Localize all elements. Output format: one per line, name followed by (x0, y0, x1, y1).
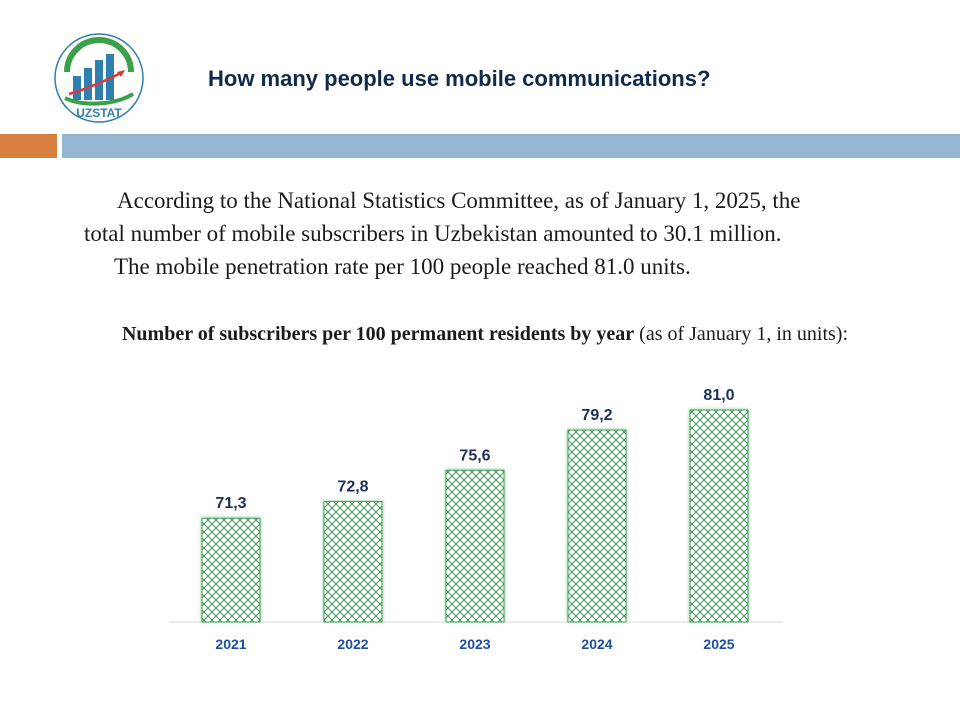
bar-group-2024: 79,2 2024 (567, 407, 627, 652)
bar-group-2021: 71,3 2021 (201, 495, 261, 652)
value-label-2021: 71,3 (215, 495, 246, 512)
chart-title-bold: Number of subscribers per 100 permanent … (121, 323, 635, 345)
uzstat-logo: UZSTAT (54, 33, 144, 123)
bar-2024 (567, 429, 627, 623)
logo-text: UZSTAT (76, 106, 122, 120)
page-title: How many people use mobile communication… (208, 66, 711, 91)
bar-group-2022: 72,8 2022 (323, 478, 383, 652)
intro-line-1: According to the National Statistics Com… (117, 188, 801, 213)
value-label-2024: 79,2 (581, 407, 612, 424)
bar-2022 (323, 501, 383, 623)
bar-group-2023: 75,6 2023 (445, 447, 505, 652)
bar-group-2025: 81,0 2025 (689, 387, 749, 652)
accent-bar (0, 134, 57, 158)
bar-2025 (689, 409, 749, 623)
value-label-2023: 75,6 (459, 447, 490, 464)
intro-text: According to the National Statistics Com… (84, 184, 934, 283)
intro-line-2: total number of mobile subscribers in Uz… (84, 221, 782, 246)
bar-2023 (445, 469, 505, 623)
x-tick-label-2024: 2024 (581, 636, 612, 652)
x-tick-label-2022: 2022 (337, 636, 368, 652)
chart-title-rest: (as of January 1, in units): (634, 323, 849, 345)
value-label-2022: 72,8 (337, 478, 368, 495)
x-tick-label-2023: 2023 (459, 636, 490, 652)
chart-title: Number of subscribers per 100 permanent … (120, 320, 850, 348)
intro-line-3: The mobile penetration rate per 100 peop… (114, 254, 691, 279)
x-tick-label-2021: 2021 (215, 636, 246, 652)
value-label-2025: 81,0 (703, 387, 734, 404)
x-tick-label-2025: 2025 (703, 636, 734, 652)
header-bar (62, 134, 960, 158)
bar-2021 (201, 517, 261, 623)
